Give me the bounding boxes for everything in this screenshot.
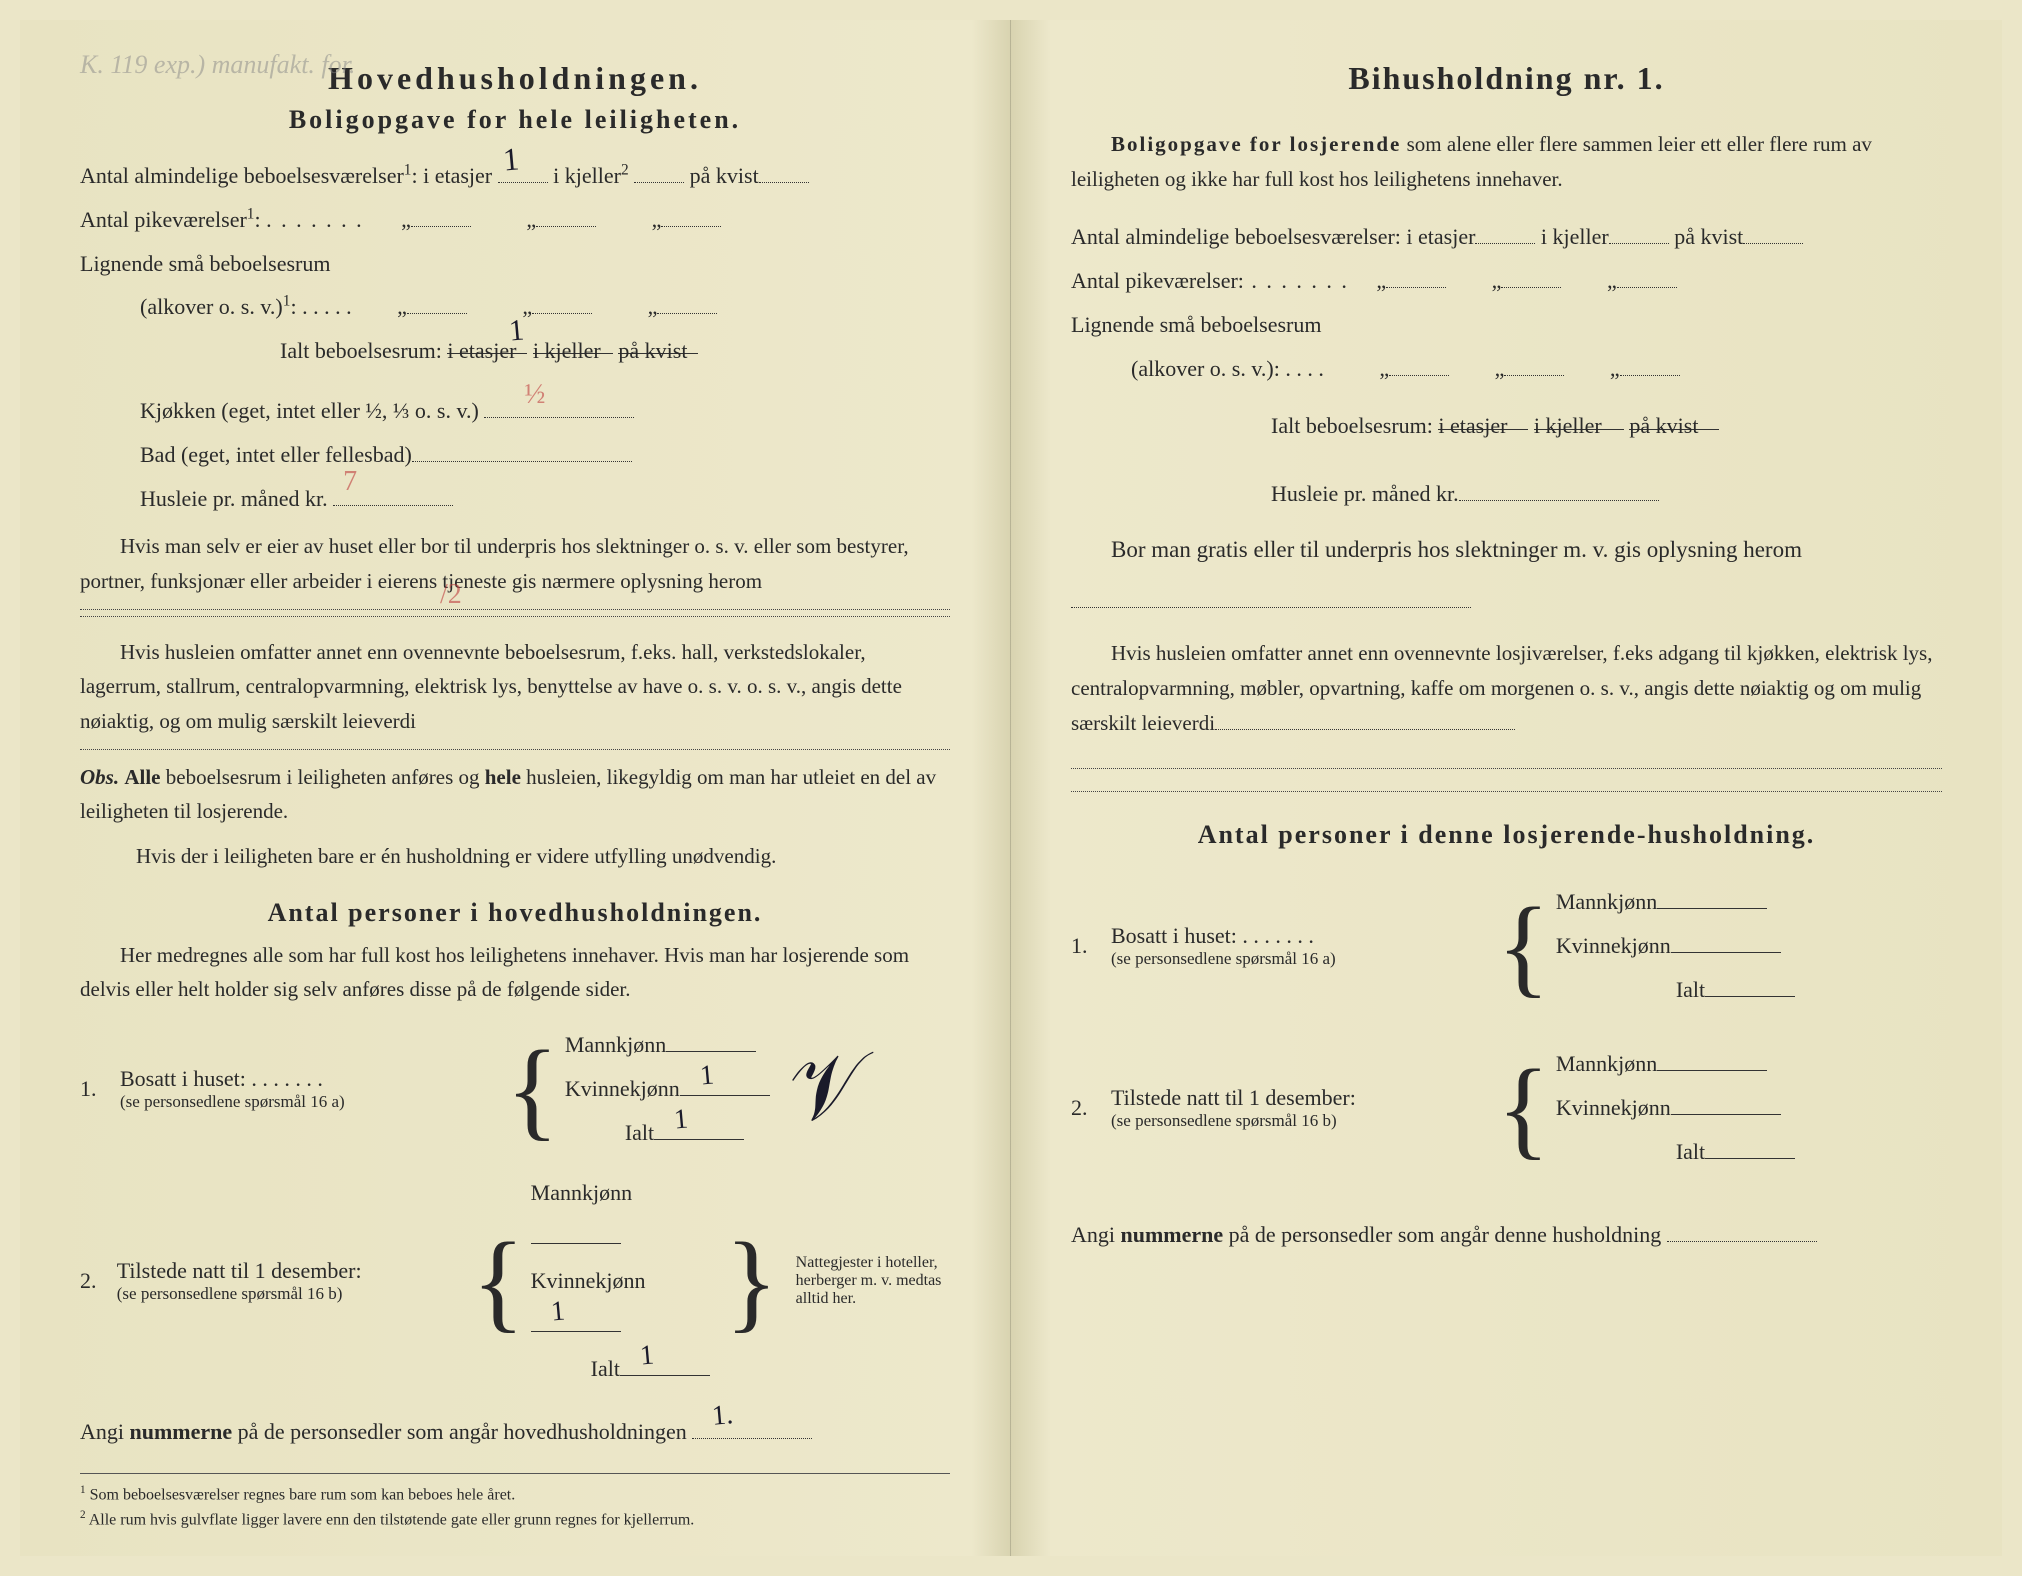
kjokken-value: ½ (524, 368, 545, 421)
row-bad: Bad (eget, intet eller fellesbad) (80, 434, 950, 476)
r-row-ialt: Ialt beboelsesrum: i etasjer i kjeller p… (1071, 405, 1942, 447)
brace-icon: { (466, 1237, 531, 1325)
left-page: K. 119 exp.) manufakt. for. Hovedhushold… (20, 20, 1011, 1556)
right-title: Bihusholdning nr. 1. (1071, 60, 1942, 97)
checkmark-icon: 𝒱 (785, 1034, 869, 1144)
document-spread: K. 119 exp.) manufakt. for. Hovedhushold… (20, 20, 2002, 1556)
person-block-1: 1. Bosatt i huset: . . . . . . . (se per… (80, 1023, 950, 1155)
r-row-alkover-a: Lignende små beboelsesrum (1071, 304, 1942, 346)
right-page: Bihusholdning nr. 1. Boligopgave for los… (1011, 20, 2002, 1556)
r-para-gratis: Bor man gratis eller til underpris hos s… (1071, 525, 1942, 626)
row-rooms: Antal almindelige beboelsesværelser1: i … (80, 155, 950, 197)
person-block-2: 2. Tilstede natt til 1 desember: (se per… (80, 1171, 950, 1391)
angi-line: Angi nummerne på de personsedler som ang… (80, 1411, 950, 1453)
obs-block: Obs. Alle beboelsesrum i leiligheten anf… (80, 760, 950, 829)
right-h3: Antal personer i denne losjerende-hushol… (1071, 820, 1942, 850)
r-para2: Hvis husleien omfatter annet enn ovennev… (1071, 636, 1942, 740)
left-h3: Antal personer i hovedhusholdningen. (80, 898, 950, 928)
para1-value: /2 (440, 579, 462, 611)
r-person-block-1: 1. Bosatt i huset: . . . . . . . (se per… (1071, 880, 1942, 1012)
husleie-value: 7 (343, 455, 357, 508)
angi-val: 1. (710, 1388, 736, 1443)
right-lead: Boligopgave for losjerende som alene ell… (1071, 127, 1942, 196)
row-husleie: Husleie pr. måned kr. 7 (80, 478, 950, 520)
row-kjokken: Kjøkken (eget, intet eller ½, ⅓ o. s. v.… (80, 390, 950, 432)
brace-icon: { (500, 1045, 565, 1133)
r-row-husleie: Husleie pr. måned kr. (1071, 473, 1942, 515)
r-row-alkover-b: (alkover o. s. v.): . . . . „ „ „ (1071, 348, 1942, 390)
brace-close-icon: { (719, 1237, 784, 1325)
row-pike: Antal pikeværelser1: „ „ „ (80, 199, 950, 241)
obs-line2: Hvis der i leiligheten bare er én hushol… (80, 839, 950, 874)
pen-etasjer: 1 (500, 128, 521, 190)
footnotes: 1 Som beboelsesværelser regnes bare rum … (80, 1473, 950, 1533)
para-owner: Hvis man selv er eier av huset eller bor… (80, 529, 950, 598)
r-person-block-2: 2. Tilstede natt til 1 desember: (se per… (1071, 1042, 1942, 1174)
r-row-pike: Antal pikeværelser: „ „ „ (1071, 260, 1942, 302)
para-husleie-omf: Hvis husleien omfatter annet enn ovennev… (80, 635, 950, 739)
row-ialt: Ialt beboelsesrum: i etasjer1 i kjeller … (80, 330, 950, 372)
h3-para: Her medregnes alle som har full kost hos… (80, 938, 950, 1007)
natt-note: Nattegjester i hoteller, herberger m. v.… (784, 1254, 950, 1308)
row-alkover-a: Lignende små beboelsesrum (80, 243, 950, 285)
r-row-rooms: Antal almindelige beboelsesværelser: i e… (1071, 216, 1942, 258)
brace-icon: { (1491, 1064, 1556, 1152)
r-angi-line: Angi nummerne på de personsedler som ang… (1071, 1214, 1942, 1256)
pencil-annotation-top: K. 119 exp.) manufakt. for. (80, 50, 355, 80)
brace-icon: { (1491, 902, 1556, 990)
